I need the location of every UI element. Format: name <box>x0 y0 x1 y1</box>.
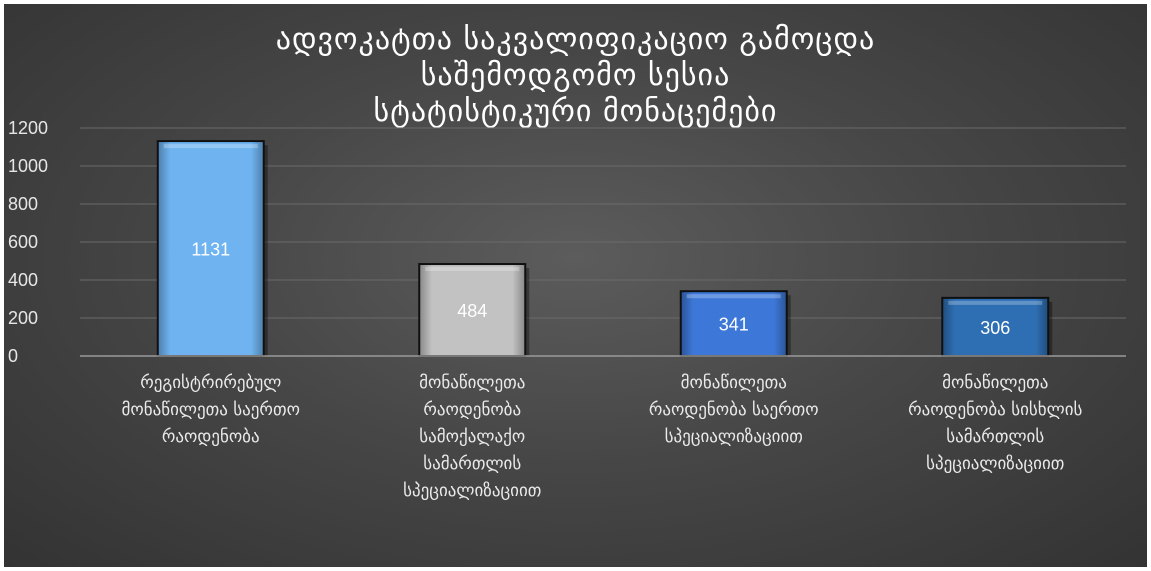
y-tick-label: 200 <box>8 308 38 328</box>
category-label: მონაწილეთა რაოდენობა სისხლის სამართლის სპეც… <box>875 370 1115 478</box>
category-label-line: მონაწილეთა <box>680 373 787 393</box>
bar <box>941 296 1050 357</box>
chart-title-line-3: სტატისტიკური მონაცემები <box>373 94 778 129</box>
category-label-line: სამართლის <box>423 454 522 474</box>
category-label-line: რაოდენობა საერთო <box>648 400 819 420</box>
bar-bevel <box>948 300 1043 305</box>
category-label-line: რაოდენობა <box>161 427 260 447</box>
chart-title: ადვოკატთა საკვალიფიკაციო გამოცდა საშემოდ… <box>4 22 1147 130</box>
category-label: მონაწილეთა რაოდენობა სამოქალაქო სამართლის სპ… <box>352 370 592 505</box>
category-label: მონაწილეთა რაოდენობა საერთო სპეციალიზაციით <box>614 370 854 451</box>
chart-panel: ადვოკატთა საკვალიფიკაციო გამოცდა საშემოდ… <box>4 4 1147 567</box>
bar <box>418 263 527 358</box>
y-tick-label: 800 <box>8 194 38 214</box>
category-label-line: სამართლის <box>946 427 1045 447</box>
data-label: 484 <box>457 301 487 321</box>
category-label-line: სპეციალიზაციით <box>926 454 1065 474</box>
data-label: 1131 <box>191 240 230 260</box>
bar-bevel <box>163 144 258 149</box>
category-label: რეგისტრირებულ მონაწილეთა საერთო რაოდენობა <box>91 370 331 451</box>
bar <box>679 290 788 357</box>
category-label-line: მონაწილეთა <box>419 373 526 393</box>
data-label: 341 <box>719 315 749 335</box>
y-tick-label: 1200 <box>8 118 48 138</box>
bar-bevel <box>425 267 520 272</box>
chart-title-line-2: საშემოდგომო სესია <box>420 58 731 93</box>
bar-chart: 0 200 400 600 800 1000 1200 1131 484 341 306 <box>8 118 1126 366</box>
category-label-line: რაოდენობა <box>423 400 522 420</box>
bar-bevel <box>686 294 781 299</box>
y-tick-label: 0 <box>8 346 18 366</box>
category-label-line: რაოდენობა სისხლის <box>908 400 1083 420</box>
bar <box>156 140 265 357</box>
y-tick-label: 400 <box>8 270 38 290</box>
chart-title-line-1: ადვოკატთა საკვალიფიკაციო გამოცდა <box>275 22 876 57</box>
y-tick-label: 1000 <box>8 156 48 176</box>
category-label-line: მონაწილეთა <box>942 373 1049 393</box>
y-tick-label: 600 <box>8 232 38 252</box>
category-label-line: რეგისტრირებულ <box>140 373 282 393</box>
category-label-line: სამოქალაქო <box>419 427 526 447</box>
category-label-line: სპეციალიზაციით <box>403 481 542 501</box>
category-label-line: მონაწილეთა საერთო <box>121 400 300 420</box>
category-label-line: სპეციალიზაციით <box>664 427 803 447</box>
data-label: 306 <box>980 318 1010 338</box>
